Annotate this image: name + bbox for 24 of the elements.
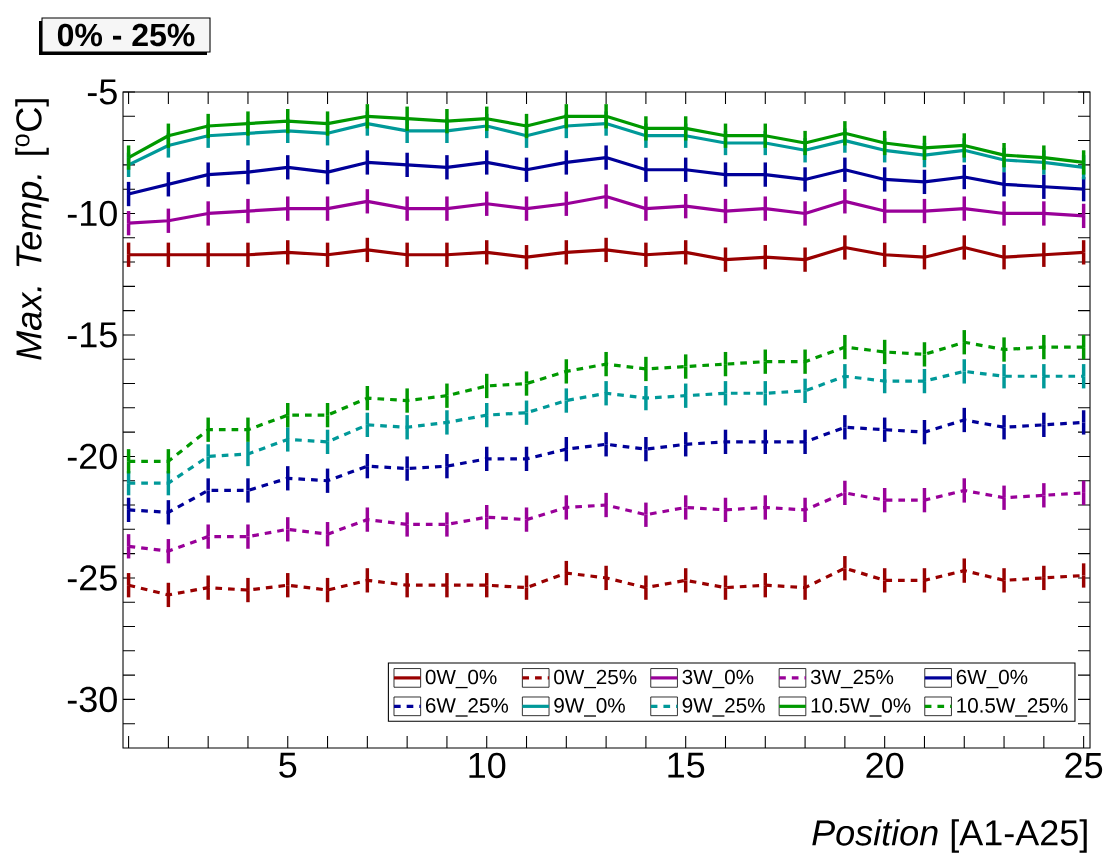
y-tick-label: -15 xyxy=(67,322,117,348)
x-tick-label: 15 xyxy=(668,752,705,778)
legend-label: 3W_0% xyxy=(682,669,754,689)
legend-label: 6W_0% xyxy=(956,669,1028,689)
legend-label: 0W_25% xyxy=(554,669,637,689)
legend-label: 6W_25% xyxy=(425,698,509,717)
x-tick-label: 5 xyxy=(279,752,297,778)
y-tick-label: -25 xyxy=(67,565,117,591)
x-tick-label: 10 xyxy=(469,752,506,779)
chart-title: 0% - 25% xyxy=(57,23,195,47)
legend-label: 0W_0% xyxy=(425,669,497,689)
legend-label: 9W_0% xyxy=(554,698,625,717)
y-tick-label: -10 xyxy=(67,200,117,227)
y-tick-label: -20 xyxy=(67,443,117,470)
legend-label: 10.5W_0% xyxy=(811,698,911,717)
legend-label: 3W_25% xyxy=(810,669,894,689)
y-axis-title: Max. Temp. [$^{o}$C] xyxy=(15,99,49,360)
legend-label: 9W_25% xyxy=(682,698,765,717)
y-tick-label: -30 xyxy=(67,686,117,713)
legend-label: 10.5W_25% xyxy=(957,698,1068,717)
x-axis-title: Position [A1-A25] xyxy=(812,819,1087,853)
x-tick-label: 20 xyxy=(866,752,904,779)
y-tick-label: -5 xyxy=(87,79,117,105)
x-tick-label: 25 xyxy=(1065,752,1103,779)
